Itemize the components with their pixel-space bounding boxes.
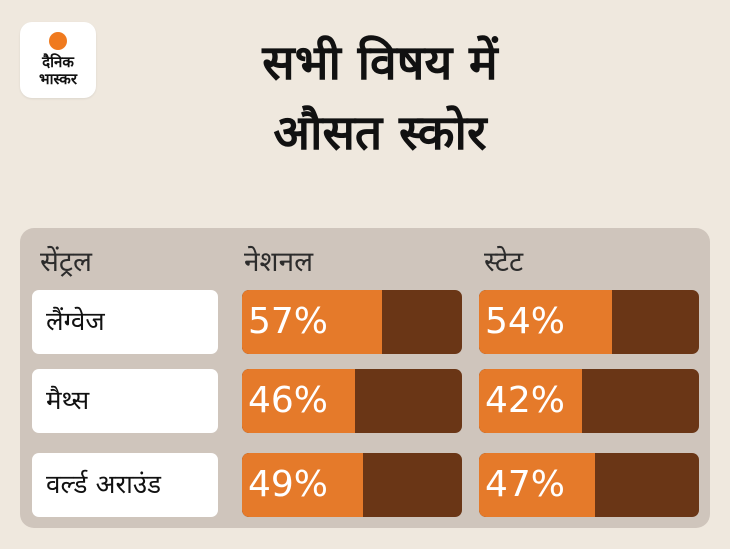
bar-fill-state-language [479,290,612,354]
value-label-state-language: 54% [485,301,566,342]
column-header-state: स्टेट [484,245,524,278]
logo: दैनिक भास्कर [20,22,96,98]
chart-title: सभी विषय में औसत स्कोर [120,28,640,168]
value-label-state-world-around: 47% [485,464,566,505]
bar-national-world-around: 49% [242,453,462,517]
bar-fill-national-world-around [242,453,363,517]
bar-national-maths: 46% [242,369,462,433]
bar-national-language: 57% [242,290,462,354]
column-header-national: नेशनल [244,245,314,278]
bar-fill-state-maths [479,369,582,433]
row-label-world-around: वर्ल्ड अराउंड [32,453,218,517]
bar-fill-national-language [242,290,382,354]
bar-state-maths: 42% [479,369,699,433]
value-label-state-maths: 42% [485,380,566,421]
row-label-language: लैंग्वेज [32,290,218,354]
bar-state-world-around: 47% [479,453,699,517]
chart-title-line2: औसत स्कोर [273,105,487,161]
logo-text-line2: भास्कर [39,70,77,88]
logo-sun-icon [49,32,67,50]
bar-state-language: 54% [479,290,699,354]
bar-fill-state-world-around [479,453,595,517]
bar-fill-national-maths [242,369,355,433]
value-label-national-world-around: 49% [248,464,329,505]
column-header-central: सेंट्रल [40,245,93,278]
value-label-national-language: 57% [248,301,329,342]
row-label-maths: मैथ्स [32,369,218,433]
value-label-national-maths: 46% [248,380,329,421]
logo-text-line1: दैनिक [42,53,74,71]
chart-title-line1: सभी विषय में [262,35,498,91]
